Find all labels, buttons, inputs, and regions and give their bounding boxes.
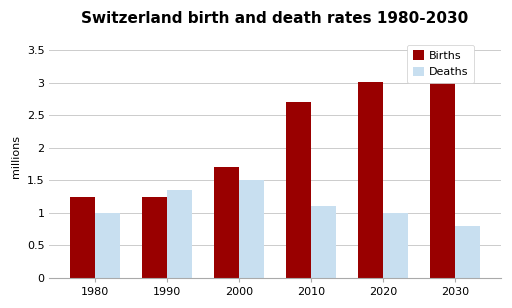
Title: Switzerland birth and death rates 1980-2030: Switzerland birth and death rates 1980-2… bbox=[81, 11, 468, 26]
Bar bbox=[70, 197, 95, 278]
Bar bbox=[167, 190, 192, 278]
Bar bbox=[311, 206, 336, 278]
Bar bbox=[286, 103, 311, 278]
Bar bbox=[239, 180, 264, 278]
Bar bbox=[142, 197, 167, 278]
Bar bbox=[358, 82, 383, 278]
Y-axis label: millions: millions bbox=[11, 135, 21, 177]
Legend: Births, Deaths: Births, Deaths bbox=[407, 45, 474, 83]
Bar bbox=[430, 69, 455, 278]
Bar bbox=[455, 226, 480, 278]
Bar bbox=[383, 213, 409, 278]
Bar bbox=[95, 213, 120, 278]
Bar bbox=[214, 168, 239, 278]
